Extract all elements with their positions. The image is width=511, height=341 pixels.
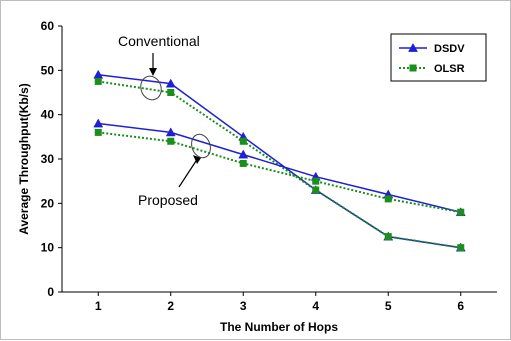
data-point-proposed-olsr: [457, 208, 465, 216]
annotation-conventional-label: Conventional: [118, 33, 200, 49]
annotation-proposed-arrow: [178, 160, 197, 188]
data-point-proposed-olsr: [384, 195, 392, 203]
data-point-conventional-olsr: [167, 89, 175, 96]
data-point-proposed-dsdv: [93, 118, 104, 128]
legend-marker-olsr: [409, 64, 417, 72]
data-point-proposed-olsr: [167, 137, 175, 145]
y-tick-label: 10: [41, 241, 55, 255]
series-line-proposed-olsr: [98, 131, 461, 214]
annotation-proposed-ellipse: [191, 133, 211, 159]
series-line-proposed-dsdv: [98, 122, 461, 213]
data-point-proposed-dsdv: [238, 149, 249, 159]
legend-label-olsr: OLSR: [434, 63, 465, 75]
x-tick-label: 2: [167, 299, 174, 313]
data-point-proposed-dsdv: [165, 127, 176, 137]
x-tick-label: 4: [312, 299, 319, 313]
annotation-conventional-arrowhead: [149, 68, 157, 76]
annotations: Conventional Proposed: [118, 33, 211, 208]
y-axis-ticks: 0 10 20 30 40 50 60: [41, 19, 62, 299]
y-tick-label: 30: [41, 152, 55, 166]
x-axis-title: The Number of Hops: [220, 320, 338, 334]
data-point-conventional-olsr: [457, 244, 465, 252]
y-tick-label: 40: [41, 108, 55, 122]
data-point-conventional-dsdv: [165, 78, 176, 88]
series-markers: [93, 69, 466, 252]
annotation-proposed-label: Proposed: [138, 192, 198, 208]
data-point-conventional-olsr: [94, 77, 102, 85]
y-tick-label: 20: [41, 196, 55, 210]
data-point-conventional-olsr: [239, 137, 247, 145]
data-point-conventional-olsr: [312, 186, 320, 194]
data-point-proposed-olsr: [94, 128, 102, 136]
x-tick-label: 5: [385, 299, 392, 313]
y-tick-label: 0: [47, 285, 54, 299]
y-axis-title: Average Throughput(Kb/s): [17, 83, 31, 235]
data-point-conventional-olsr: [384, 233, 392, 241]
x-tick-label: 1: [95, 299, 102, 313]
y-tick-label: 50: [41, 63, 55, 77]
legend: DSDV OLSR: [390, 33, 487, 82]
x-tick-label: 6: [457, 299, 464, 313]
data-point-proposed-olsr: [239, 159, 247, 167]
annotation-conventional-ellipse: [140, 75, 162, 101]
x-tick-label: 3: [240, 299, 247, 313]
legend-box: [390, 33, 487, 82]
x-axis-ticks: 1 2 3 4 5 6: [95, 292, 464, 313]
legend-marker-dsdv: [408, 42, 418, 52]
data-point-proposed-olsr: [312, 177, 320, 185]
legend-label-dsdv: DSDV: [434, 43, 465, 55]
y-tick-label: 60: [41, 19, 55, 33]
